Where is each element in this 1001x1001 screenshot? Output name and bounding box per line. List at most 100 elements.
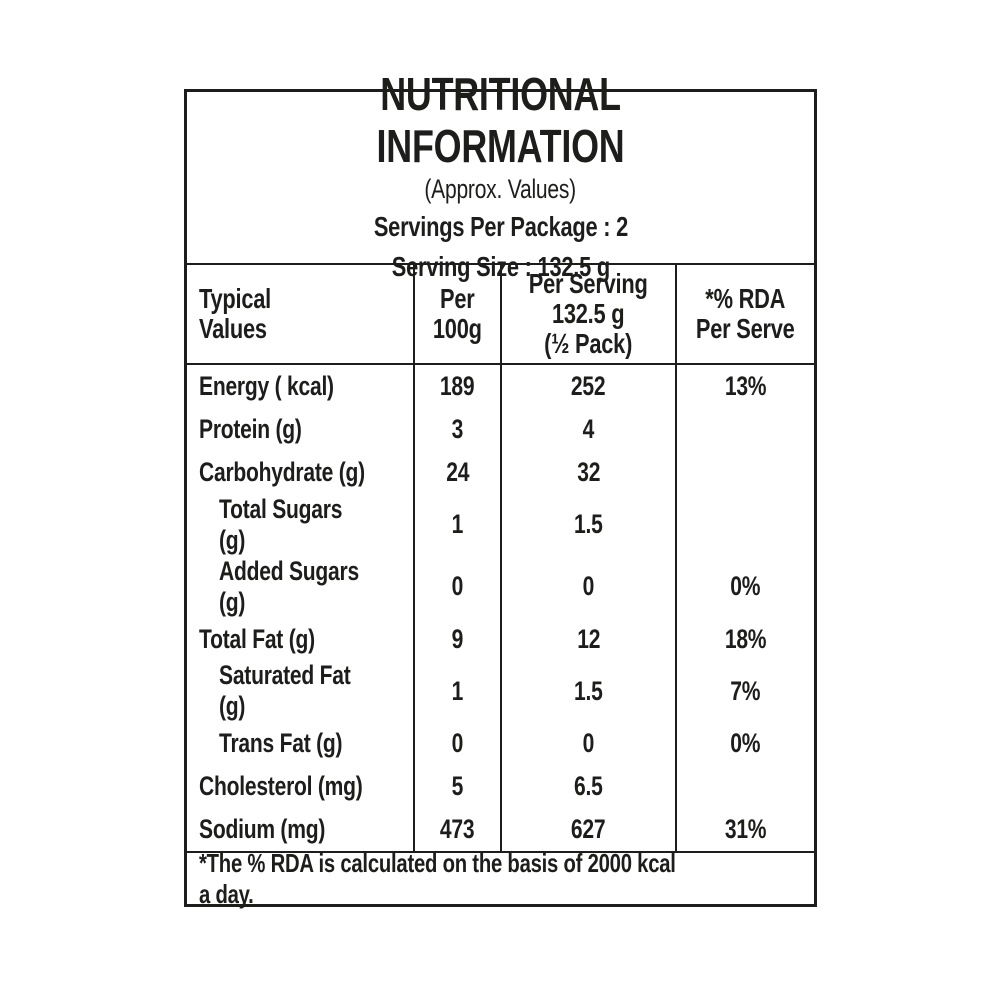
serving-size: Serving Size : 132.5 g	[391, 251, 610, 282]
nutrient-name: Trans Fat (g)	[219, 728, 343, 759]
nutrient-name: Total Fat (g)	[199, 623, 315, 654]
nutrient-name: Protein (g)	[199, 413, 302, 444]
col-header-typical-values: Typical Values	[187, 265, 415, 363]
value-per-serving-cell: 12	[502, 617, 677, 661]
label-subtitle-line: (Approx. Values)	[403, 172, 597, 207]
value-per-serving: 12	[577, 623, 600, 654]
nutrient-row-total-fat: Total Fat (g) 9 12 18%	[187, 617, 814, 661]
nutrient-name-cell: Energy ( kcal)	[187, 365, 415, 408]
nutrient-row-protein: Protein (g) 3 4	[187, 407, 814, 451]
value-per-100g: 24	[446, 456, 469, 487]
value-rda-per-serve: 13%	[724, 370, 767, 401]
nutrient-name-cell: Sodium (mg)	[187, 808, 415, 852]
value-per-100g: 1	[451, 675, 464, 706]
nutrient-row-total-sugars: Total Sugars (g) 1 1.5	[187, 493, 814, 556]
value-per-serving-cell: 4	[502, 407, 677, 451]
nutrient-name-cell: Saturated Fat (g)	[187, 660, 415, 723]
nutrient-name-cell: Total Fat (g)	[187, 617, 415, 661]
servings-per-package-line: Servings Per Package : 2	[338, 207, 664, 247]
value-per-serving: 32	[577, 456, 600, 487]
col-header-rda-per-serve: *% RDA Per Serve	[677, 265, 814, 363]
footnote-text: *The % RDA is calculated on the basis of…	[199, 847, 676, 909]
nutrient-name-cell: Cholesterol (mg)	[187, 765, 415, 809]
value-per-serving-cell: 0	[502, 555, 677, 618]
nutrient-name: Cholesterol (mg)	[199, 771, 363, 802]
value-per-100g-cell: 3	[415, 407, 502, 451]
value-per-serving: 627	[571, 814, 606, 845]
nutrient-row-saturated-fat: Saturated Fat (g) 1 1.5 7%	[187, 660, 814, 723]
value-per-100g-cell: 24	[415, 450, 502, 494]
value-rda-cell: 0%	[677, 722, 814, 765]
col-header-per-100g: Per 100g	[415, 265, 502, 363]
value-rda-per-serve: 7%	[730, 675, 761, 706]
value-per-100g: 473	[440, 814, 475, 845]
nutrient-row-trans-fat: Trans Fat (g) 0 0 0%	[187, 722, 814, 766]
label-title-line: NUTRITIONAL INFORMATION	[187, 68, 814, 172]
nutrient-name: Total Sugars (g)	[219, 493, 343, 555]
nutrient-row-sodium: Sodium (mg) 473 627 31%	[187, 808, 814, 852]
serving-size-line: Serving Size : 132.5 g	[361, 247, 641, 287]
value-per-serving: 1.5	[574, 675, 603, 706]
value-rda-cell	[677, 408, 814, 451]
label-footnote-row: *The % RDA is calculated on the basis of…	[187, 848, 814, 909]
label-subtitle: (Approx. Values)	[424, 174, 577, 204]
value-per-100g-cell: 5	[415, 765, 502, 809]
value-per-serving: 0	[582, 571, 595, 602]
col-header-per-serving: Per Serving 132.5 g (½ Pack)	[502, 265, 677, 363]
value-per-100g: 3	[451, 413, 464, 444]
value-per-100g: 1	[451, 509, 464, 540]
value-per-100g: 9	[451, 623, 464, 654]
value-rda-per-serve: 0%	[730, 728, 761, 759]
nutrient-row-cholesterol: Cholesterol (mg) 5 6.5	[187, 765, 814, 809]
value-rda-cell	[677, 765, 814, 808]
value-rda-cell: 0%	[677, 556, 814, 618]
nutrient-name-cell: Total Sugars (g)	[187, 493, 415, 556]
label-title: NUTRITIONAL INFORMATION	[376, 68, 625, 172]
nutrient-row-carbohydrate: Carbohydrate (g) 24 32	[187, 450, 814, 494]
value-rda-per-serve: 31%	[724, 814, 767, 845]
value-per-serving-cell: 1.5	[502, 660, 677, 723]
value-per-100g-cell: 0	[415, 555, 502, 618]
nutrient-name-cell: Trans Fat (g)	[187, 722, 415, 766]
servings-per-package: Servings Per Package : 2	[373, 211, 628, 242]
value-per-100g-cell: 0	[415, 722, 502, 766]
value-per-100g: 189	[440, 370, 475, 401]
nutrient-name: Saturated Fat (g)	[219, 660, 351, 722]
value-per-100g-cell: 473	[415, 808, 502, 852]
col-header-typical-values-label: Typical Values	[199, 283, 272, 344]
col-header-rda-per-serve-label: *% RDA Per Serve	[696, 283, 795, 344]
value-per-serving: 4	[582, 413, 595, 444]
nutrient-name: Carbohydrate (g)	[199, 456, 365, 487]
value-rda-cell: 13%	[677, 365, 814, 408]
value-per-serving-cell: 32	[502, 450, 677, 494]
value-rda-cell: 31%	[677, 808, 814, 851]
nutrient-name: Energy ( kcal)	[199, 370, 334, 401]
label-header: NUTRITIONAL INFORMATION (Approx. Values)…	[187, 68, 814, 282]
value-rda-per-serve: 0%	[730, 571, 761, 602]
value-per-serving-cell: 252	[502, 365, 677, 408]
value-per-serving: 1.5	[574, 509, 603, 540]
value-per-100g-cell: 189	[415, 365, 502, 408]
value-rda-cell: 7%	[677, 660, 814, 722]
nutrient-name: Sodium (mg)	[199, 814, 326, 845]
col-header-per-100g-label: Per 100g	[433, 283, 482, 344]
value-per-serving-cell: 0	[502, 722, 677, 766]
nutrient-row-energy: Energy ( kcal) 189 252 13%	[187, 365, 814, 408]
nutrition-label: NUTRITIONAL INFORMATION (Approx. Values)…	[184, 68, 817, 909]
value-rda-per-serve: 18%	[724, 623, 767, 654]
value-per-serving-cell: 6.5	[502, 765, 677, 809]
value-rda-cell	[677, 451, 814, 494]
value-rda-cell: 18%	[677, 618, 814, 661]
value-rda-cell	[677, 494, 814, 556]
value-per-100g-cell: 1	[415, 493, 502, 556]
col-header-per-serving-label: Per Serving 132.5 g (½ Pack)	[529, 268, 648, 359]
nutrient-name-cell: Added Sugars (g)	[187, 555, 415, 618]
value-per-100g-cell: 1	[415, 660, 502, 723]
value-per-100g: 0	[451, 728, 464, 759]
nutrient-name: Added Sugars (g)	[219, 555, 359, 617]
value-per-serving: 6.5	[574, 771, 603, 802]
table-body: Energy ( kcal) 189 252 13% Protein (g) 3…	[187, 365, 814, 852]
table-column-headers: Typical Values Per 100g Per Serving 132.…	[187, 263, 814, 365]
value-per-serving-cell: 627	[502, 808, 677, 852]
value-per-100g: 0	[451, 571, 464, 602]
